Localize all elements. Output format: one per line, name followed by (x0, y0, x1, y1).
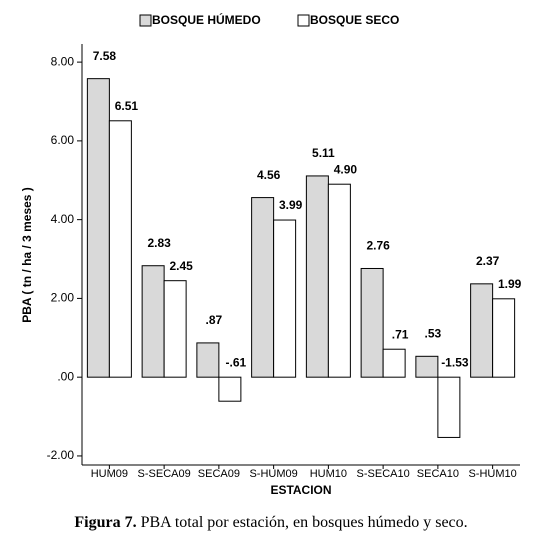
x-tick-label: S-SECA09 (138, 468, 191, 480)
value-label: 1.99 (498, 277, 522, 291)
bar (360, 267, 384, 378)
x-tick-label: HUM09 (91, 468, 128, 480)
value-label: 5.11 (312, 146, 335, 160)
bar (141, 265, 165, 378)
value-label: 2.45 (169, 259, 193, 273)
bar (196, 342, 220, 378)
value-label: 2.83 (147, 236, 171, 250)
value-label: -.61 (226, 355, 247, 369)
value-label: 4.90 (334, 162, 358, 176)
x-axis-label: ESTACION (270, 483, 331, 497)
y-tick-label: -2.00 (47, 448, 75, 462)
value-label: 2.37 (476, 254, 500, 268)
value-label: 4.56 (257, 168, 281, 182)
x-tick-label: SECA09 (198, 468, 240, 480)
bar (327, 183, 351, 378)
bar (108, 120, 132, 378)
bar (163, 280, 187, 378)
y-tick-label: 4.00 (51, 212, 75, 226)
bar (251, 197, 275, 378)
legend-swatch (139, 14, 152, 27)
legend-swatch (297, 14, 310, 27)
bar (382, 348, 406, 378)
x-tick-label: S-SECA10 (357, 468, 410, 480)
value-label: 2.76 (366, 239, 390, 253)
value-label: .71 (392, 327, 409, 341)
caption: Figura 7. PBA total por estación, en bos… (74, 514, 467, 531)
value-label: -1.53 (441, 355, 469, 369)
x-tick-label: S-HUM10 (468, 468, 516, 480)
bar (437, 376, 461, 438)
bar (415, 355, 439, 378)
y-tick-label: .00 (57, 369, 74, 383)
x-tick-label: S-HUM09 (249, 468, 297, 480)
bar (218, 376, 242, 402)
y-tick-label: 8.00 (51, 54, 75, 68)
value-label: 7.58 (93, 49, 117, 63)
bar (492, 298, 516, 378)
bar (86, 78, 110, 378)
legend-label: BOSQUE SECO (310, 13, 399, 27)
value-label: .87 (206, 313, 223, 327)
value-label: .53 (425, 326, 442, 340)
y-tick-label: 6.00 (51, 133, 75, 147)
bar (305, 175, 329, 378)
caption-text: PBA total por estación, en bosques húmed… (141, 514, 468, 531)
caption-label: Figura 7. (74, 514, 136, 531)
legend-label: BOSQUE HÚMEDO (152, 12, 261, 27)
value-label: 6.51 (115, 99, 139, 113)
x-tick-label: SECA10 (417, 468, 459, 480)
x-tick-label: HUM10 (310, 468, 347, 480)
bar (273, 219, 297, 378)
bar (470, 283, 494, 378)
value-label: 3.99 (279, 198, 303, 212)
y-axis-label: PBA ( tn / ha / 3 meses ) (20, 187, 34, 323)
y-tick-label: 2.00 (51, 291, 75, 305)
